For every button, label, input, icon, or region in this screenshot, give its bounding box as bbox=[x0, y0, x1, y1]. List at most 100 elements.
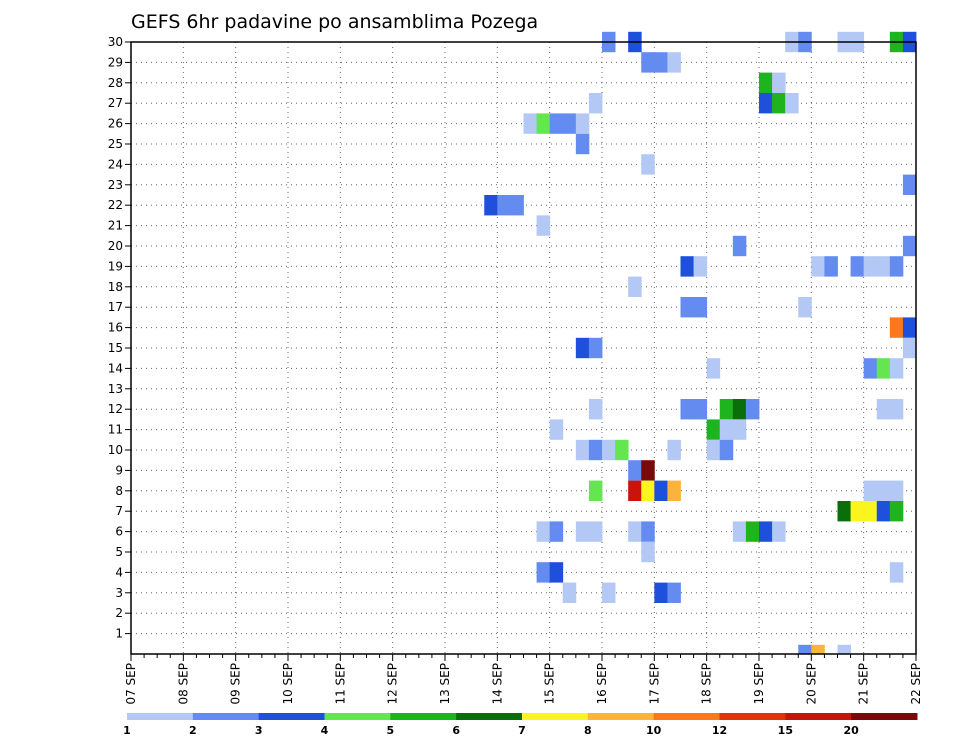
x-tick-label: 15 SEP bbox=[543, 663, 557, 705]
heatmap-cell bbox=[706, 439, 721, 461]
legend-label: 10 bbox=[646, 724, 662, 737]
grid bbox=[131, 42, 916, 654]
heatmap-cell bbox=[628, 460, 642, 481]
x-tick-label: 09 SEP bbox=[229, 663, 243, 705]
x-tick-label: 08 SEP bbox=[176, 663, 190, 705]
y-tick-label: 18 bbox=[108, 280, 123, 294]
heatmap-cell bbox=[536, 562, 551, 583]
heatmap-cell bbox=[549, 562, 564, 583]
heatmap-cell bbox=[902, 174, 917, 195]
heatmap-cell bbox=[588, 521, 603, 542]
x-tick-label: 10 SEP bbox=[281, 663, 295, 705]
legend-swatch bbox=[258, 713, 325, 720]
heatmap-cell bbox=[575, 439, 590, 461]
legend-label: 5 bbox=[387, 724, 395, 737]
heatmap-cell bbox=[837, 501, 851, 522]
y-tick-label: 23 bbox=[108, 178, 123, 192]
y-tick-label: 27 bbox=[108, 96, 123, 110]
heatmap-cell bbox=[759, 521, 773, 542]
heatmap-cell bbox=[562, 582, 577, 603]
heatmap-cell bbox=[706, 419, 721, 440]
heatmap-cell bbox=[732, 235, 747, 257]
heatmap-cell bbox=[549, 521, 564, 542]
heatmap-cell bbox=[772, 72, 786, 93]
y-tick-label: 1 bbox=[115, 627, 123, 641]
heatmap-cell bbox=[811, 644, 825, 654]
y-tick-label: 22 bbox=[108, 198, 123, 212]
heatmap-cell bbox=[876, 399, 891, 420]
legend-label: 1 bbox=[123, 724, 131, 737]
heatmap-cell bbox=[863, 480, 878, 501]
heatmap-cell bbox=[680, 297, 694, 318]
heatmap-cell bbox=[510, 195, 524, 216]
x-tick-label: 11 SEP bbox=[333, 663, 347, 705]
heatmap-cell bbox=[602, 439, 616, 461]
legend-swatch bbox=[324, 713, 391, 720]
heatmap-cell bbox=[811, 256, 825, 277]
heatmap-cell bbox=[602, 582, 616, 603]
heatmap-cell bbox=[536, 521, 551, 542]
y-tick-label: 7 bbox=[115, 504, 123, 518]
y-tick-label: 14 bbox=[108, 361, 123, 375]
heatmap-cell bbox=[641, 521, 655, 542]
heatmap-cell bbox=[889, 480, 904, 501]
y-tick-label: 17 bbox=[108, 300, 123, 314]
heatmap-cell bbox=[641, 460, 655, 481]
y-tick-label: 5 bbox=[115, 545, 123, 559]
heatmap-cell bbox=[588, 399, 603, 420]
color-legend: 1 2 3 4 5 6 7 8 10 12 15 20 bbox=[123, 713, 918, 737]
y-tick-label: 16 bbox=[108, 321, 123, 335]
x-tick-label: 18 SEP bbox=[700, 663, 714, 705]
x-tick-label: 22 SEP bbox=[909, 663, 923, 705]
y-tick-label: 24 bbox=[108, 157, 123, 171]
y-tick-label: 19 bbox=[108, 259, 123, 273]
y-axis: 1234567891011121314151617181920212223242… bbox=[108, 35, 131, 641]
heatmap-cell bbox=[667, 582, 681, 603]
x-tick-label: 07 SEP bbox=[124, 663, 138, 705]
legend-label: 8 bbox=[584, 724, 592, 737]
heatmap-cell bbox=[902, 317, 917, 338]
heatmap-cell bbox=[575, 133, 590, 155]
x-tick-label: 16 SEP bbox=[595, 663, 609, 705]
legend-swatch bbox=[522, 713, 589, 720]
heatmap-cell bbox=[772, 521, 786, 542]
y-tick-label: 6 bbox=[115, 525, 123, 539]
heatmap-cell bbox=[628, 480, 642, 501]
legend-label: 12 bbox=[712, 724, 727, 737]
legend-swatch bbox=[653, 713, 720, 720]
heatmap-cell bbox=[889, 317, 904, 338]
heatmap-cell bbox=[588, 439, 603, 461]
heatmap-cell bbox=[889, 399, 904, 420]
legend-label: 20 bbox=[844, 724, 860, 737]
heatmap-cell bbox=[641, 541, 655, 563]
heatmap-cell bbox=[667, 52, 681, 73]
x-tick-label: 19 SEP bbox=[752, 663, 766, 705]
heatmap-cell bbox=[732, 521, 747, 542]
heatmap-cell bbox=[889, 256, 904, 277]
y-tick-label: 13 bbox=[108, 382, 123, 396]
y-tick-label: 15 bbox=[108, 341, 123, 355]
heatmap-cell bbox=[523, 113, 537, 134]
heatmap-cell bbox=[902, 235, 917, 257]
legend-swatch bbox=[127, 713, 194, 720]
heatmap-cell bbox=[667, 480, 681, 501]
y-tick-label: 30 bbox=[108, 35, 123, 49]
heatmap-cell bbox=[798, 644, 812, 654]
y-tick-label: 11 bbox=[108, 423, 123, 437]
y-tick-label: 3 bbox=[115, 586, 123, 600]
heatmap-cell bbox=[732, 399, 747, 420]
heatmap-cell bbox=[876, 358, 891, 379]
heatmap-cell bbox=[667, 439, 681, 461]
data-cells bbox=[484, 31, 917, 654]
y-tick-label: 21 bbox=[108, 219, 123, 233]
x-axis: 07 SEP 08 SEP 09 SEP 10 SEP 11 SEP 12 SEP 13 S… bbox=[124, 654, 923, 705]
y-tick-label: 28 bbox=[108, 76, 123, 90]
heatmap-cell bbox=[863, 501, 878, 522]
y-tick-label: 4 bbox=[115, 565, 123, 579]
heatmap-cell bbox=[719, 399, 734, 420]
heatmap-cell bbox=[850, 501, 865, 522]
heatmap-cell bbox=[732, 419, 747, 440]
heatmap-cell bbox=[759, 93, 773, 114]
heatmap-cell bbox=[902, 337, 917, 359]
heatmap-cell bbox=[785, 93, 799, 114]
